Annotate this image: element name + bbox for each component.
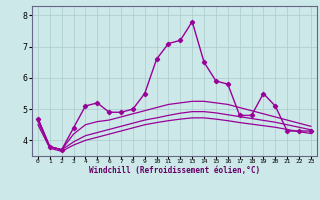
X-axis label: Windchill (Refroidissement éolien,°C): Windchill (Refroidissement éolien,°C)	[89, 166, 260, 175]
